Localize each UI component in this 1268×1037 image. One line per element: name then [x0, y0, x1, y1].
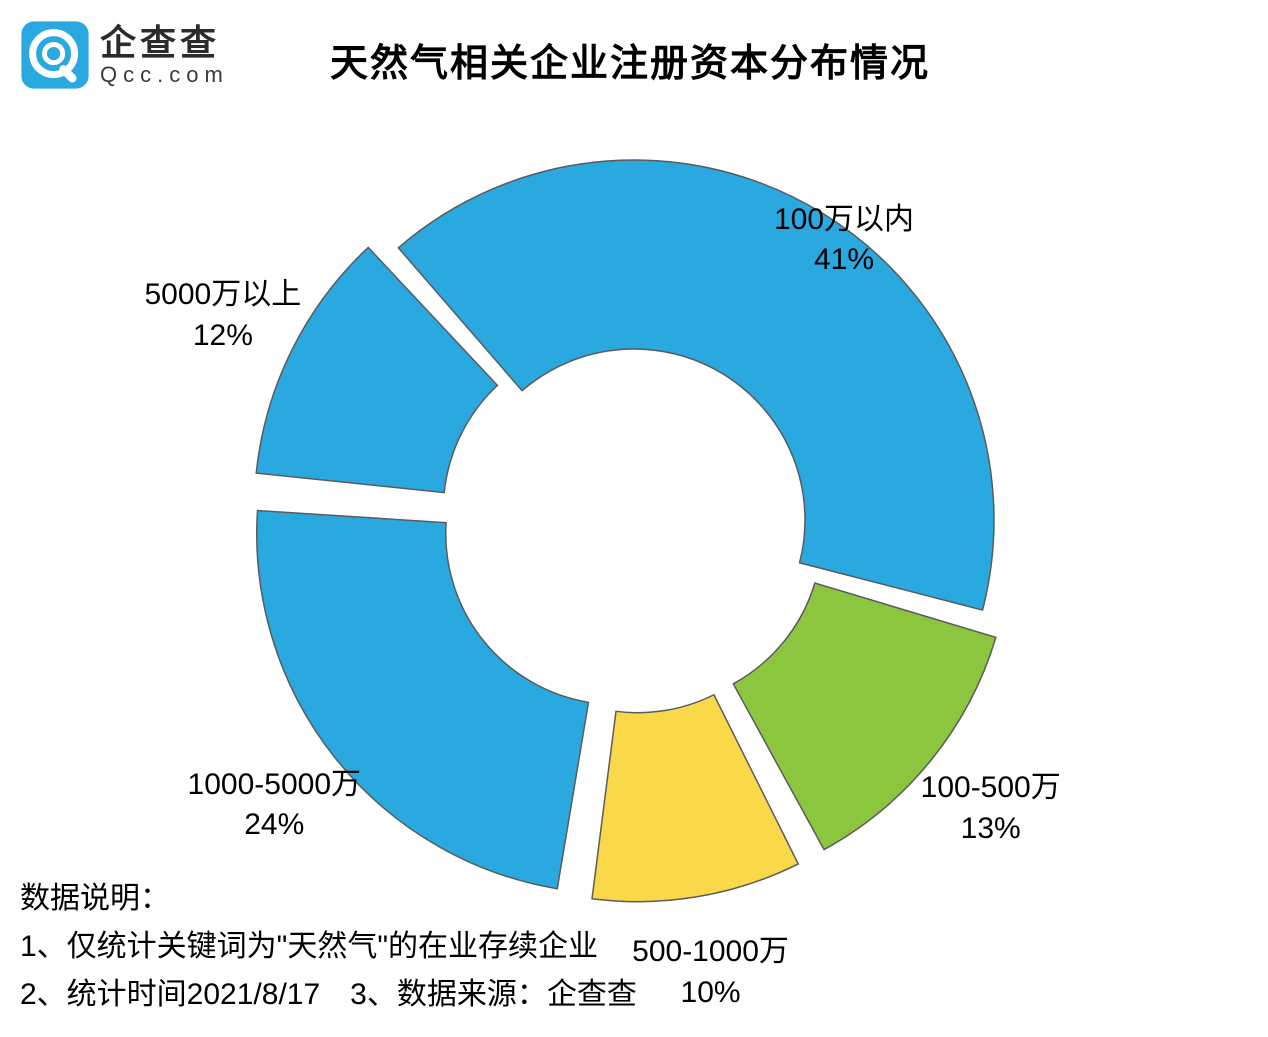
notes-line1: 1、仅统计关键词为"天然气"的在业存续企业 — [20, 923, 637, 971]
brand-text: 企查查 Qcc.com — [100, 23, 229, 87]
data-notes: 数据说明： 1、仅统计关键词为"天然气"的在业存续企业 2、统计时间2021/8… — [20, 875, 637, 1019]
donut-hole — [465, 351, 803, 689]
slice-label-value: 12% — [123, 316, 323, 357]
slice-label-text: 500-1000万 — [611, 932, 811, 973]
slice-label: 100万以内41% — [744, 200, 944, 281]
qcc-logo-icon — [20, 20, 90, 90]
slice-label-text: 5000万以上 — [123, 275, 323, 316]
chart-title: 天然气相关企业注册资本分布情况 — [330, 32, 930, 87]
slice-label: 500-1000万10% — [611, 932, 811, 1013]
brand-name-en: Qcc.com — [100, 63, 229, 87]
slice-label-text: 1000-5000万 — [174, 765, 374, 806]
slice-label-value: 13% — [891, 809, 1091, 850]
slice-label: 1000-5000万24% — [174, 765, 374, 846]
slice-label-value: 41% — [744, 240, 944, 281]
notes-line2: 2、统计时间2021/8/17 3、数据来源：企查查 — [20, 971, 637, 1019]
slice-label-text: 100万以内 — [744, 200, 944, 241]
slice-label-value: 10% — [611, 973, 811, 1014]
slice-label-text: 100-500万 — [891, 768, 1091, 809]
brand-name-ch: 企查查 — [100, 23, 229, 63]
slice-label: 5000万以上12% — [123, 275, 323, 356]
slice-label-value: 24% — [174, 805, 374, 846]
notes-heading: 数据说明： — [20, 875, 637, 923]
slice-label: 100-500万13% — [891, 768, 1091, 849]
brand-logo: 企查查 Qcc.com — [20, 20, 229, 90]
